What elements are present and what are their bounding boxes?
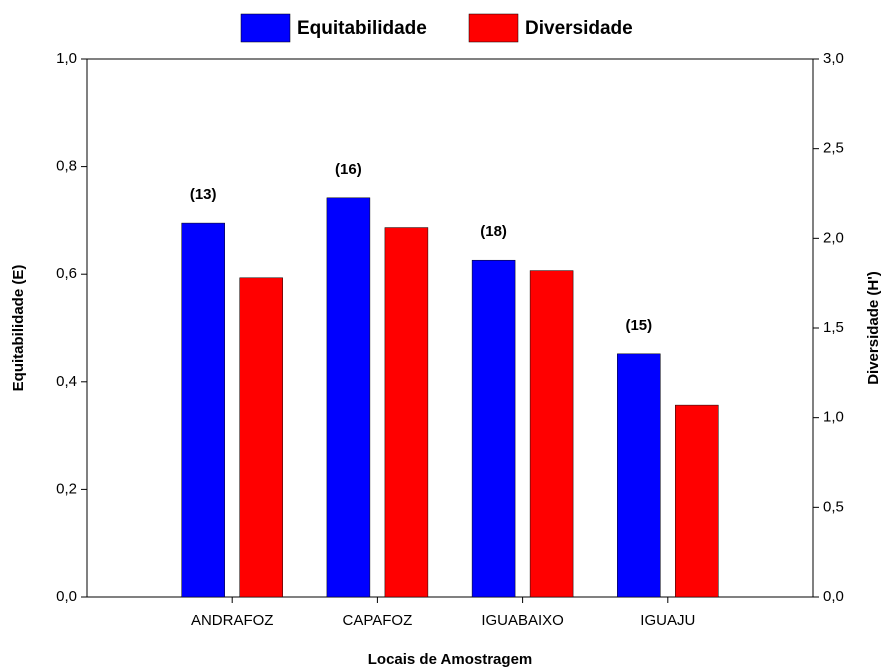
bar [181, 222, 225, 598]
y-tick-label: 0,2 [56, 480, 77, 497]
bar [617, 353, 661, 598]
x-tick-label: ANDRAFOZ [191, 612, 274, 629]
y-tick-label: 0,4 [56, 373, 77, 390]
bar [471, 259, 516, 598]
y2-tick-label: 3,0 [823, 50, 844, 67]
legend-swatch [468, 13, 519, 43]
annotation: (18) [480, 223, 507, 240]
bar [239, 277, 283, 598]
legend-label: Diversidade [525, 18, 633, 39]
y2-tick-label: 1,0 [823, 409, 844, 426]
legend-swatch [240, 13, 291, 43]
annotation: (15) [625, 317, 652, 334]
annotation: (13) [190, 186, 217, 203]
y2-tick-label: 0,0 [823, 588, 844, 605]
x-tick-label: CAPAFOZ [343, 612, 413, 629]
y2-tick-label: 1,5 [823, 319, 844, 336]
y-tick-label: 0,8 [56, 158, 77, 175]
y2-axis-label: Diversidade (H') [865, 271, 882, 385]
y2-tick-label: 0,5 [823, 498, 844, 515]
y-axis-label: Equitabilidade (E) [10, 265, 27, 392]
bar [675, 404, 719, 598]
y2-tick-label: 2,0 [823, 229, 844, 246]
annotation: (16) [335, 161, 362, 178]
legend-label: Equitabilidade [297, 18, 427, 39]
y-tick-label: 1,0 [56, 50, 77, 67]
x-tick-label: IGUABAIXO [481, 612, 564, 629]
bar [384, 227, 429, 598]
bar [529, 270, 574, 598]
y2-tick-label: 2,5 [823, 140, 844, 157]
bar [326, 197, 371, 598]
x-tick-label: IGUAJU [640, 612, 695, 629]
y-tick-label: 0,6 [56, 265, 77, 282]
x-axis-label: Locais de Amostragem [368, 651, 533, 668]
y-tick-label: 0,0 [56, 588, 77, 605]
